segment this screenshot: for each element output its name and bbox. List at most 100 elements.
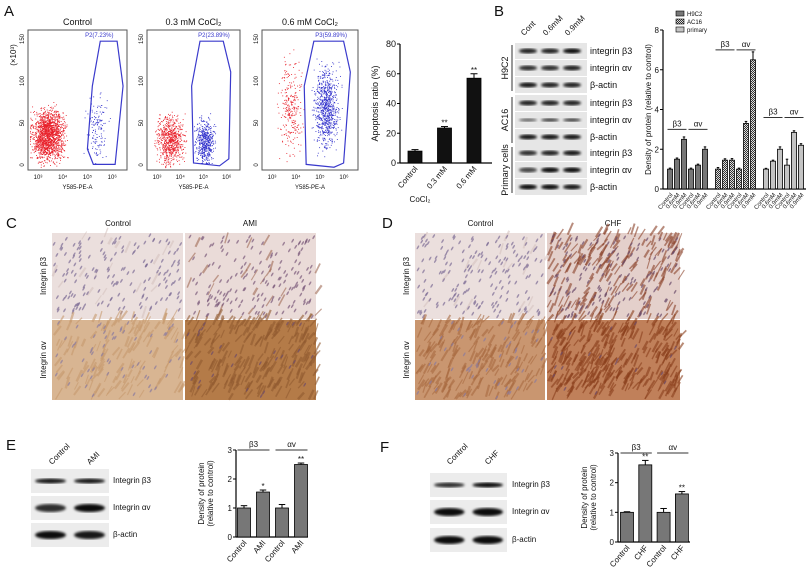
event-dot	[56, 114, 58, 116]
event-dot	[49, 161, 51, 163]
event-dot	[41, 147, 43, 149]
event-dot	[291, 103, 292, 105]
event-dot	[185, 152, 187, 154]
event-dot	[169, 155, 171, 157]
event-dot	[197, 129, 199, 131]
event-dot	[206, 162, 207, 164]
event-dot	[161, 139, 162, 141]
stained-fiber	[129, 341, 137, 353]
event-dot	[49, 151, 51, 153]
event-dot	[47, 133, 49, 135]
event-dot	[163, 131, 165, 133]
event-dot	[96, 152, 97, 154]
event-dot	[182, 144, 184, 146]
nucleus	[301, 241, 305, 246]
event-dot	[207, 133, 209, 135]
event-dot	[324, 106, 326, 108]
event-dot	[196, 147, 198, 149]
event-dot	[56, 104, 57, 106]
event-dot	[48, 124, 50, 126]
event-dot	[198, 131, 200, 132]
event-dot	[160, 142, 162, 143]
event-dot	[320, 93, 322, 95]
event-dot	[37, 121, 39, 123]
event-dot	[163, 134, 165, 136]
event-dot	[284, 99, 286, 101]
event-dot	[45, 126, 47, 128]
event-dot	[210, 135, 212, 137]
event-dot	[321, 113, 323, 115]
event-dot	[208, 127, 210, 129]
event-dot	[93, 105, 95, 107]
event-dot	[50, 123, 52, 125]
event-dot	[37, 137, 39, 139]
event-dot	[331, 108, 333, 110]
nucleus	[270, 254, 273, 259]
event-dot	[55, 132, 57, 134]
event-dot	[324, 83, 326, 85]
event-dot	[176, 159, 178, 161]
event-dot	[160, 157, 162, 159]
event-dot	[44, 133, 45, 135]
event-dot	[60, 150, 62, 152]
event-dot	[168, 149, 170, 151]
event-dot	[202, 156, 203, 158]
event-dot	[49, 122, 51, 124]
event-dot	[62, 148, 64, 149]
event-dot	[54, 147, 56, 149]
stained-fiber	[191, 386, 196, 397]
event-dot	[44, 154, 46, 156]
event-dot	[56, 131, 58, 133]
protein-band	[541, 100, 559, 106]
event-dot	[53, 119, 55, 121]
event-dot	[196, 137, 198, 139]
event-dot	[201, 130, 203, 132]
stained-fiber	[73, 385, 82, 396]
event-dot	[322, 100, 324, 102]
event-dot	[173, 149, 175, 151]
event-dot	[173, 136, 175, 138]
nucleus	[65, 271, 69, 276]
event-dot	[326, 126, 328, 128]
event-dot	[163, 139, 165, 140]
event-dot	[36, 142, 38, 144]
event-dot	[177, 139, 179, 141]
nucleus	[70, 293, 74, 297]
event-dot	[321, 83, 323, 85]
event-dot	[287, 131, 289, 133]
nucleus	[103, 254, 107, 259]
event-dot	[57, 141, 59, 143]
event-dot	[39, 147, 40, 149]
event-dot	[209, 139, 210, 141]
event-dot	[206, 160, 208, 162]
y-tick-label: 50	[254, 119, 260, 126]
event-dot	[32, 149, 34, 151]
event-dot	[56, 133, 58, 135]
event-dot	[161, 143, 163, 145]
event-dot	[172, 148, 174, 150]
event-dot	[170, 134, 172, 136]
event-dot	[325, 135, 326, 136]
nucleus	[80, 373, 84, 378]
event-dot	[40, 164, 42, 166]
event-dot	[168, 130, 170, 132]
event-dot	[199, 140, 201, 142]
event-dot	[40, 152, 41, 154]
event-dot	[177, 141, 179, 143]
event-dot	[176, 116, 178, 117]
event-dot	[204, 140, 205, 142]
event-dot	[176, 144, 178, 146]
event-dot	[168, 162, 170, 164]
bar	[770, 160, 776, 190]
event-dot	[34, 133, 36, 135]
stained-fiber	[220, 350, 229, 364]
stained-fiber	[135, 282, 142, 293]
event-dot	[325, 103, 327, 105]
nucleus	[296, 270, 300, 275]
event-dot	[57, 144, 59, 146]
event-dot	[66, 124, 68, 126]
event-dot	[321, 109, 323, 111]
event-dot	[179, 122, 181, 124]
event-dot	[177, 140, 178, 142]
event-dot	[53, 137, 55, 139]
